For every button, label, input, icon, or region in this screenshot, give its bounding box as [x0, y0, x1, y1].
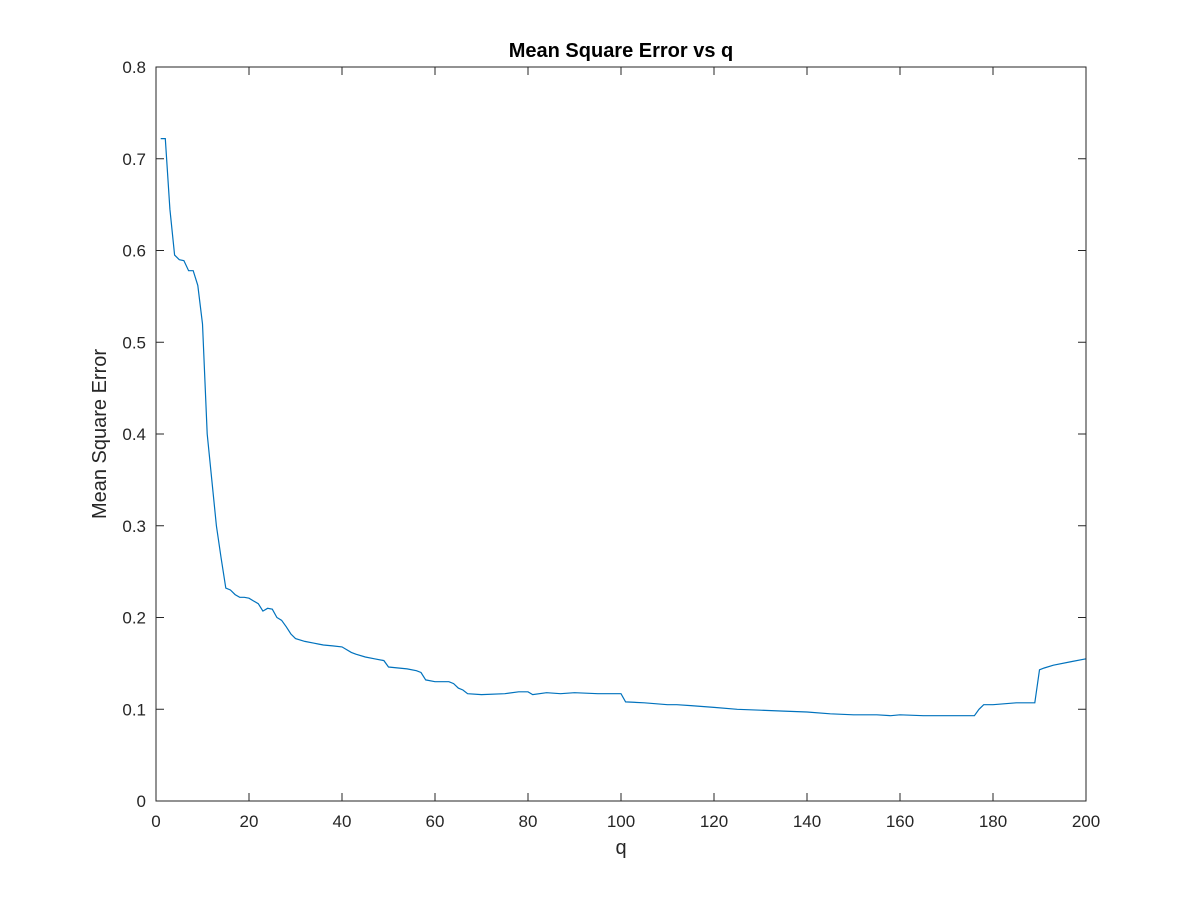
x-tick-label: 200 — [1072, 812, 1100, 831]
x-tick-label: 100 — [607, 812, 635, 831]
chart-title: Mean Square Error vs q — [509, 40, 734, 62]
plot-axes-box — [155, 66, 1087, 802]
x-tick-label: 160 — [886, 812, 914, 831]
x-tick-label: 140 — [793, 812, 821, 831]
y-tick-label: 0.3 — [122, 517, 146, 536]
y-tick-label: 0.5 — [122, 333, 146, 352]
series-line-mse — [160, 138, 1087, 717]
y-tick-label: 0.6 — [122, 242, 146, 261]
y-axis-label: Mean Square Error — [89, 349, 111, 519]
y-tick-label: 0.2 — [122, 609, 146, 628]
y-tick-label: 0.7 — [122, 150, 146, 169]
x-tick-label: 80 — [519, 812, 538, 831]
x-tick-label: 180 — [979, 812, 1007, 831]
y-tick-label: 0.4 — [122, 425, 146, 444]
y-axis-ticks: 0 0.1 0.2 0.3 0.4 0.5 0.6 0.7 0.8 — [122, 58, 1086, 811]
x-axis-label: q — [615, 837, 626, 859]
x-tick-label: 40 — [333, 812, 352, 831]
x-tick-label: 0 — [151, 812, 160, 831]
x-tick-label: 20 — [240, 812, 259, 831]
x-axis-ticks: 0 20 40 60 80 100 120 140 160 180 200 — [151, 67, 1100, 831]
y-tick-label: 0.1 — [122, 700, 146, 719]
y-tick-label: 0 — [137, 792, 146, 811]
x-tick-label: 60 — [426, 812, 445, 831]
y-tick-label: 0.8 — [122, 58, 146, 77]
x-tick-label: 120 — [700, 812, 728, 831]
